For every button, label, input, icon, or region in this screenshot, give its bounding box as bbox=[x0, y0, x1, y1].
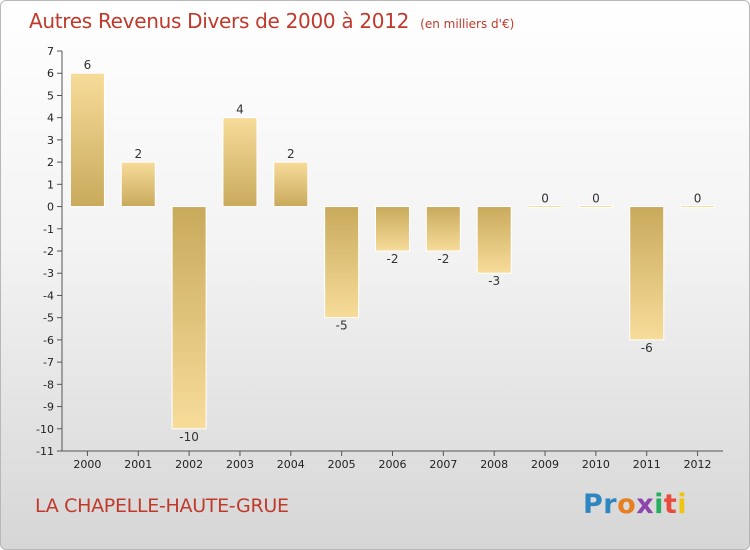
y-tick-label: 3 bbox=[47, 134, 54, 147]
y-tick-label: -2 bbox=[43, 245, 54, 258]
commune-name: LA CHAPELLE-HAUTE-GRUE bbox=[35, 495, 289, 517]
x-tick-label: 2003 bbox=[226, 458, 254, 471]
chart-title: Autres Revenus Divers de 2000 à 2012 bbox=[29, 9, 410, 33]
logo-letter: t bbox=[663, 489, 678, 520]
y-tick-label: 2 bbox=[47, 156, 54, 169]
x-tick-label: 2005 bbox=[328, 458, 356, 471]
logo-letter: x bbox=[636, 489, 655, 520]
logo-letter: P bbox=[583, 489, 604, 520]
x-tick-label: 2012 bbox=[684, 458, 712, 471]
y-tick-label: -6 bbox=[43, 334, 54, 347]
bar bbox=[69, 72, 105, 208]
y-tick-label: 5 bbox=[47, 89, 54, 102]
y-tick-label: -4 bbox=[43, 289, 54, 302]
y-tick-label: -7 bbox=[43, 356, 54, 369]
bar bbox=[578, 205, 614, 209]
y-tick-label: -11 bbox=[36, 445, 54, 458]
bar-value-label: 2 bbox=[134, 147, 142, 161]
bar-value-label: -3 bbox=[488, 274, 500, 288]
bar-value-label: 0 bbox=[694, 192, 702, 206]
y-tick-label: 6 bbox=[47, 67, 54, 80]
y-tick-label: 0 bbox=[47, 201, 54, 214]
bar-value-label: -10 bbox=[179, 430, 199, 444]
logo-letter: i bbox=[677, 489, 688, 520]
bar-value-label: -2 bbox=[437, 252, 449, 266]
y-tick-label: -8 bbox=[43, 378, 54, 391]
x-tick-label: 2011 bbox=[633, 458, 661, 471]
y-tick-label: -3 bbox=[43, 267, 54, 280]
title-row: Autres Revenus Divers de 2000 à 2012 (en… bbox=[29, 9, 514, 33]
y-tick-label: -10 bbox=[36, 423, 54, 436]
bar bbox=[527, 205, 563, 209]
x-tick-label: 2010 bbox=[582, 458, 610, 471]
proxiti-logo: Proxiti bbox=[583, 489, 687, 520]
bar-value-label: 0 bbox=[592, 192, 600, 206]
bar-value-label: -6 bbox=[641, 341, 653, 355]
logo-letter: r bbox=[603, 489, 618, 520]
bar bbox=[425, 206, 461, 252]
bar-value-label: -5 bbox=[336, 319, 348, 333]
chart-subtitle: (en milliers d'€) bbox=[420, 17, 515, 31]
x-tick-label: 2000 bbox=[73, 458, 101, 471]
bar bbox=[476, 206, 512, 274]
bar bbox=[171, 206, 207, 430]
bar bbox=[375, 206, 410, 252]
x-tick-label: 2007 bbox=[429, 458, 457, 471]
data-labels: 6 2 -10 4 2 -5 -2 -2 -3 0 0 -6 0 bbox=[84, 58, 702, 444]
x-tick-label: 2009 bbox=[531, 458, 559, 471]
logo-letter: i bbox=[654, 489, 664, 520]
y-tick-label: 7 bbox=[47, 45, 54, 58]
bar-value-label: 6 bbox=[84, 58, 92, 72]
bar bbox=[629, 206, 665, 341]
x-tick-label: 2002 bbox=[175, 458, 203, 471]
bar bbox=[273, 161, 309, 208]
x-tick-label: 2008 bbox=[480, 458, 508, 471]
bars bbox=[69, 72, 716, 430]
bar-value-label: 2 bbox=[287, 147, 295, 161]
bar bbox=[222, 117, 258, 208]
bar-value-label: 0 bbox=[541, 192, 549, 206]
bar-value-label: -2 bbox=[387, 252, 399, 266]
x-tick-label: 2004 bbox=[277, 458, 305, 471]
bar bbox=[324, 206, 360, 319]
bar-value-label: 4 bbox=[236, 103, 244, 117]
y-tick-label: 4 bbox=[47, 112, 54, 125]
y-tick-label: -1 bbox=[43, 223, 54, 236]
x-tick-label: 2001 bbox=[124, 458, 152, 471]
logo-letter: o bbox=[617, 489, 637, 520]
bar bbox=[680, 205, 716, 209]
bar bbox=[120, 161, 156, 208]
y-tick-label: 1 bbox=[47, 178, 54, 191]
y-tick-label: -5 bbox=[43, 312, 54, 325]
y-tick-label: -9 bbox=[43, 401, 54, 414]
x-tick-label: 2006 bbox=[379, 458, 407, 471]
